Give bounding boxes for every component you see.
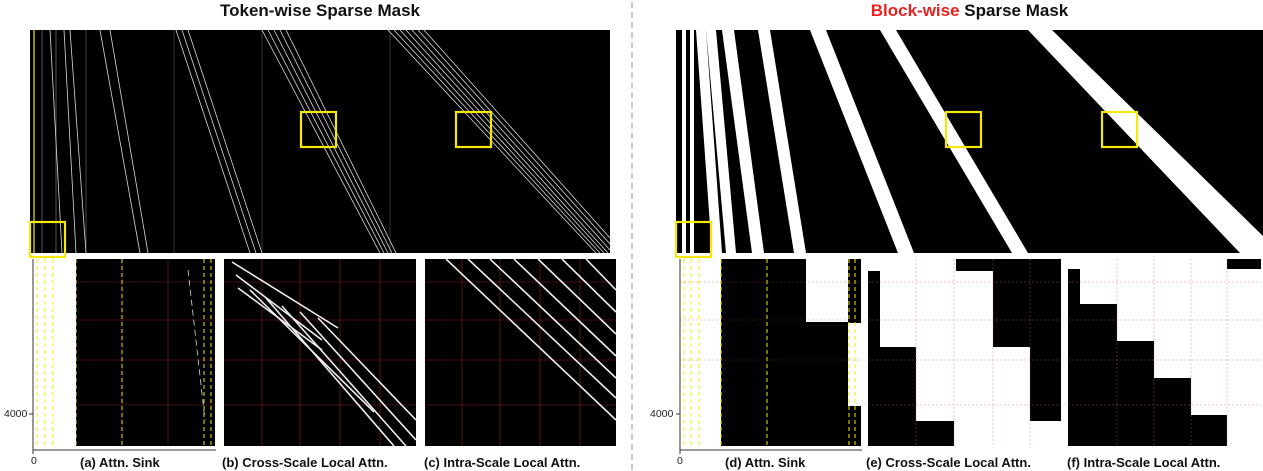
right-y-tick: 4000 <box>650 408 674 420</box>
caption-a: (a) Attn. Sink <box>80 455 160 470</box>
zoom-attn-sink-block <box>680 259 861 446</box>
token-mask-overview <box>28 30 610 259</box>
left-y-tick: 4000 <box>4 408 28 420</box>
right-title: Block-wise Sparse Mask <box>676 0 1263 22</box>
zoom-cross-scale-token <box>224 259 416 446</box>
caption-d: (d) Attn. Sink <box>725 455 806 470</box>
right-title-accent: Block-wise <box>870 1 960 20</box>
zoom-attn-sink-token <box>33 259 215 446</box>
left-title: Token-wise Sparse Mask <box>220 1 420 20</box>
block-mask-overview <box>674 30 1263 259</box>
caption-f: (f) Intra-Scale Local Attn. <box>1067 455 1221 470</box>
left-zoom-axis <box>29 259 216 454</box>
caption-e: (e) Cross-Scale Local Attn. <box>866 455 1031 470</box>
right-zoom-axis <box>676 259 862 454</box>
right-x-tick: 0 <box>677 455 683 467</box>
zoom-cross-scale-block <box>868 259 1061 446</box>
panel-divider <box>631 2 633 470</box>
caption-b: (b) Cross-Scale Local Attn. <box>222 455 388 470</box>
left-x-tick: 0 <box>31 455 37 467</box>
caption-c: (c) Intra-Scale Local Attn. <box>424 455 581 470</box>
right-title-rest: Sparse Mask <box>959 1 1069 20</box>
zoom-intra-scale-token <box>425 259 616 446</box>
zoom-intra-scale-block <box>1068 259 1261 446</box>
